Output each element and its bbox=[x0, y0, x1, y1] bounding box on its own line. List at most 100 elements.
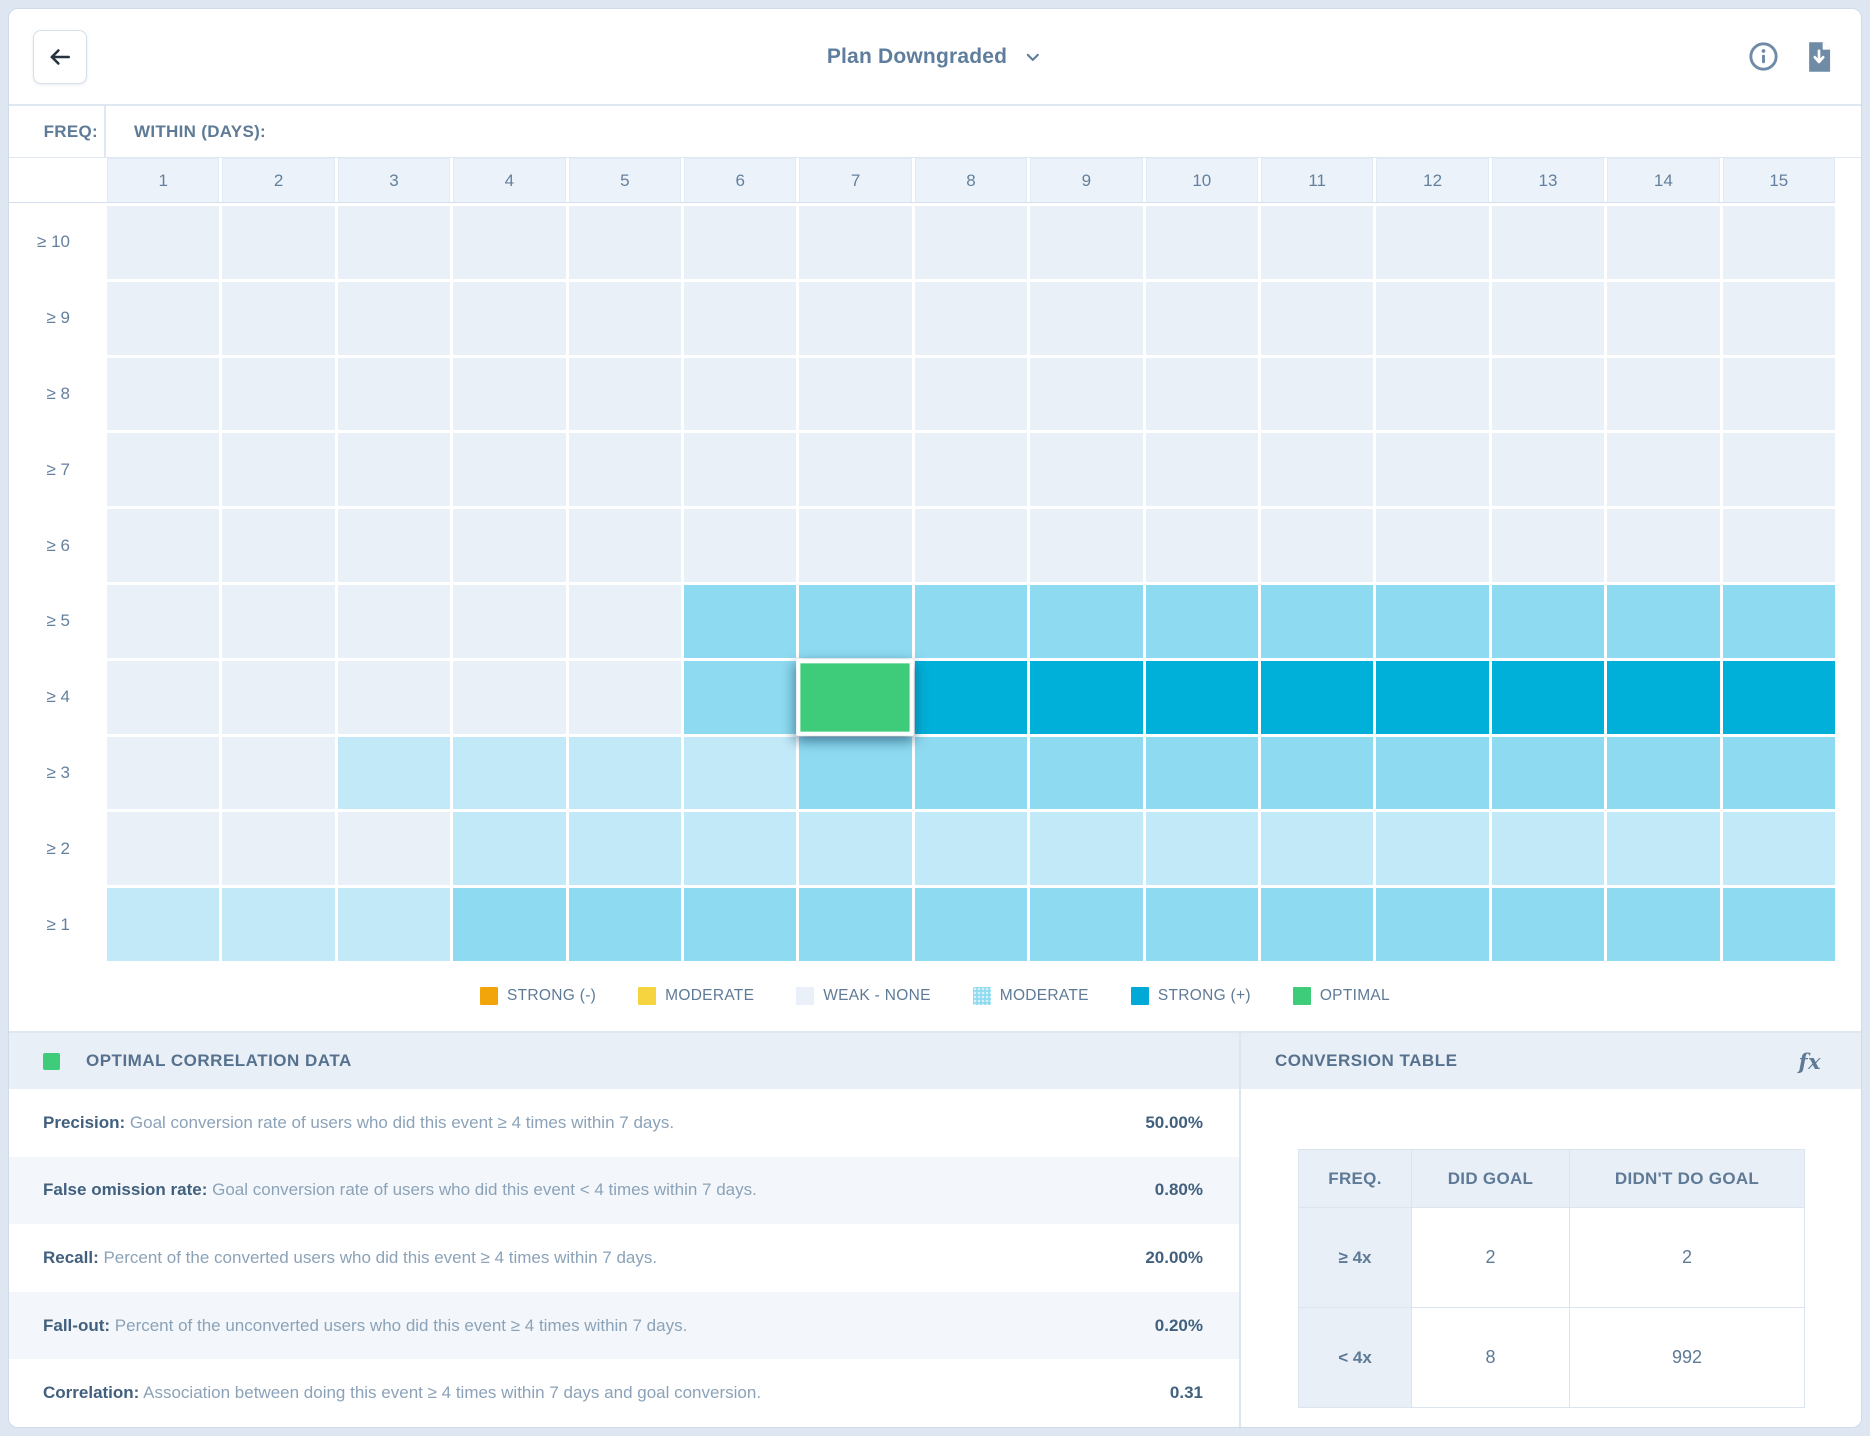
heatmap-cell[interactable] bbox=[568, 812, 681, 886]
download-button[interactable] bbox=[1801, 39, 1837, 75]
heatmap-cell[interactable] bbox=[1491, 281, 1605, 355]
heatmap-cell[interactable] bbox=[1145, 585, 1258, 658]
heatmap-cell[interactable] bbox=[914, 206, 1028, 279]
heatmap-cell[interactable] bbox=[1722, 433, 1835, 507]
heatmap-cell[interactable] bbox=[799, 585, 912, 658]
back-button[interactable] bbox=[33, 29, 87, 84]
heatmap-cell[interactable] bbox=[1491, 206, 1605, 279]
heatmap-cell[interactable] bbox=[1607, 206, 1720, 279]
heatmap-cell[interactable] bbox=[684, 888, 797, 961]
heatmap-cell[interactable] bbox=[337, 281, 451, 355]
heatmap-cell[interactable] bbox=[914, 812, 1028, 886]
heatmap-cell[interactable] bbox=[1261, 660, 1374, 734]
heatmap-cell[interactable] bbox=[1261, 812, 1374, 886]
heatmap-cell[interactable] bbox=[1145, 509, 1258, 582]
heatmap-cell[interactable] bbox=[1030, 888, 1143, 961]
heatmap-cell[interactable] bbox=[107, 281, 220, 355]
heatmap-cell[interactable] bbox=[568, 433, 681, 507]
heatmap-cell[interactable] bbox=[453, 433, 566, 507]
heatmap-cell[interactable] bbox=[799, 433, 912, 507]
heatmap-cell[interactable] bbox=[1145, 433, 1258, 507]
heatmap-cell[interactable] bbox=[337, 357, 451, 431]
heatmap-cell[interactable] bbox=[1722, 357, 1835, 431]
heatmap-cell[interactable] bbox=[337, 509, 451, 582]
heatmap-cell[interactable] bbox=[107, 433, 220, 507]
heatmap-cell[interactable] bbox=[337, 433, 451, 507]
heatmap-cell[interactable] bbox=[1607, 433, 1720, 507]
heatmap-cell[interactable] bbox=[1030, 509, 1143, 582]
heatmap-cell[interactable] bbox=[222, 736, 335, 810]
heatmap-cell[interactable] bbox=[568, 206, 681, 279]
heatmap-cell[interactable] bbox=[1722, 281, 1835, 355]
heatmap-cell[interactable] bbox=[568, 357, 681, 431]
heatmap-cell-optimal-selected[interactable] bbox=[796, 658, 915, 736]
heatmap-cell[interactable] bbox=[1722, 736, 1835, 810]
heatmap-cell[interactable] bbox=[684, 812, 797, 886]
heatmap-cell[interactable] bbox=[1030, 357, 1143, 431]
heatmap-cell[interactable] bbox=[107, 585, 220, 658]
heatmap-cell[interactable] bbox=[1722, 812, 1835, 886]
heatmap-cell[interactable] bbox=[684, 585, 797, 658]
heatmap-cell[interactable] bbox=[1261, 281, 1374, 355]
heatmap-cell[interactable] bbox=[1145, 736, 1258, 810]
heatmap-cell[interactable] bbox=[1145, 660, 1258, 734]
info-button[interactable] bbox=[1745, 39, 1781, 75]
heatmap-cell[interactable] bbox=[1261, 509, 1374, 582]
heatmap-cell[interactable] bbox=[1376, 585, 1489, 658]
heatmap-cell[interactable] bbox=[222, 660, 335, 734]
heatmap-cell[interactable] bbox=[799, 206, 912, 279]
heatmap-cell[interactable] bbox=[107, 660, 220, 734]
heatmap-cell[interactable] bbox=[1722, 206, 1835, 279]
heatmap-cell[interactable] bbox=[1376, 812, 1489, 886]
heatmap-cell[interactable] bbox=[1491, 585, 1605, 658]
heatmap-cell[interactable] bbox=[453, 888, 566, 961]
heatmap-cell[interactable] bbox=[684, 357, 797, 431]
heatmap-cell[interactable] bbox=[799, 812, 912, 886]
heatmap-cell[interactable] bbox=[568, 660, 681, 734]
heatmap-cell[interactable] bbox=[1030, 660, 1143, 734]
heatmap-cell[interactable] bbox=[1376, 206, 1489, 279]
heatmap-cell[interactable] bbox=[222, 585, 335, 658]
heatmap-cell[interactable] bbox=[453, 509, 566, 582]
heatmap-cell[interactable] bbox=[1607, 736, 1720, 810]
heatmap-cell[interactable] bbox=[914, 736, 1028, 810]
heatmap-cell[interactable] bbox=[453, 206, 566, 279]
heatmap-cell[interactable] bbox=[1030, 281, 1143, 355]
heatmap-cell[interactable] bbox=[453, 281, 566, 355]
heatmap-cell[interactable] bbox=[1491, 888, 1605, 961]
heatmap-cell[interactable] bbox=[684, 206, 797, 279]
heatmap-cell[interactable] bbox=[684, 433, 797, 507]
heatmap-cell[interactable] bbox=[107, 206, 220, 279]
heatmap-cell[interactable] bbox=[453, 660, 566, 734]
heatmap-cell[interactable] bbox=[1491, 357, 1605, 431]
heatmap-cell[interactable] bbox=[222, 888, 335, 961]
heatmap-cell[interactable] bbox=[453, 812, 566, 886]
heatmap-cell[interactable] bbox=[914, 660, 1028, 734]
heatmap-cell[interactable] bbox=[1376, 736, 1489, 810]
heatmap-cell[interactable] bbox=[1261, 888, 1374, 961]
formula-fx-icon[interactable]: fx bbox=[1798, 1048, 1821, 1074]
heatmap-cell[interactable] bbox=[222, 206, 335, 279]
heatmap-cell[interactable] bbox=[1030, 812, 1143, 886]
heatmap-cell[interactable] bbox=[337, 812, 451, 886]
heatmap-cell[interactable] bbox=[107, 736, 220, 810]
heatmap-cell[interactable] bbox=[1376, 888, 1489, 961]
heatmap-cell[interactable] bbox=[337, 736, 451, 810]
heatmap-cell[interactable] bbox=[1607, 888, 1720, 961]
heatmap-cell[interactable] bbox=[1376, 509, 1489, 582]
heatmap-cell[interactable] bbox=[914, 433, 1028, 507]
heatmap-cell[interactable] bbox=[337, 660, 451, 734]
heatmap-cell[interactable] bbox=[222, 812, 335, 886]
heatmap-cell[interactable] bbox=[1607, 812, 1720, 886]
heatmap-cell[interactable] bbox=[914, 281, 1028, 355]
heatmap-cell[interactable] bbox=[1145, 812, 1258, 886]
heatmap-cell[interactable] bbox=[1722, 660, 1835, 734]
heatmap-cell[interactable] bbox=[1722, 585, 1835, 658]
heatmap-cell[interactable] bbox=[1145, 888, 1258, 961]
heatmap-cell[interactable] bbox=[222, 357, 335, 431]
heatmap-cell[interactable] bbox=[1145, 357, 1258, 431]
event-selector-dropdown[interactable]: Plan Downgraded bbox=[827, 45, 1043, 69]
heatmap-cell[interactable] bbox=[1376, 281, 1489, 355]
heatmap-cell[interactable] bbox=[1030, 585, 1143, 658]
heatmap-cell[interactable] bbox=[1491, 660, 1605, 734]
